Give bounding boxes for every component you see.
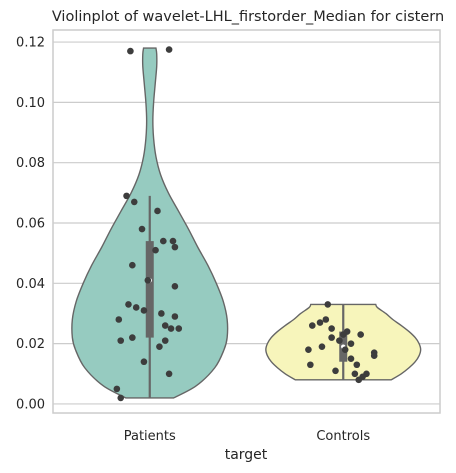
y-tick-label: 0.00 [16,397,45,412]
data-point [129,334,136,341]
data-point [154,207,161,215]
data-point [355,376,363,384]
y-tick-labels: 0.00 0.02 0.04 0.06 0.08 0.10 0.12 [16,36,45,413]
chart-title: Violinplot of wavelet-LHL_firstorder_Med… [52,9,444,25]
data-point [328,334,335,341]
x-axis-title: target [225,447,268,463]
x-tick-label: Patients [124,429,176,444]
data-point [152,246,159,254]
data-point [127,47,134,55]
data-point [332,367,339,375]
data-point [351,370,359,378]
data-point [130,198,138,206]
data-point [144,277,152,284]
y-tick-label: 0.06 [16,217,45,232]
data-point [339,331,347,338]
data-point [308,322,316,329]
data-point [132,304,140,311]
x-tick-label: Controls [316,429,370,444]
data-point [171,313,179,320]
data-point [140,307,148,314]
data-point [165,46,173,53]
data-point [357,331,364,338]
data-point [158,310,165,317]
data-point [117,394,125,402]
y-tick-label: 0.04 [16,277,45,292]
data-point [347,355,355,363]
data-point [123,192,130,200]
data-point [305,346,312,353]
data-point [140,358,148,366]
data-point [169,237,177,245]
data-point [171,243,179,251]
x-tick-labels: Patients Controls [124,429,371,444]
data-point [156,343,163,350]
data-point [341,346,349,353]
data-point [125,301,132,308]
y-tick-label: 0.12 [16,36,45,51]
strip-points [113,46,378,402]
data-point [161,337,169,344]
iqr-bar [145,241,154,338]
data-point [175,325,183,332]
y-tick-label: 0.02 [16,337,45,352]
data-point [307,361,314,369]
data-point [115,316,123,323]
plot-frame [52,29,441,414]
y-tick-label: 0.08 [16,156,45,171]
data-point [113,385,121,393]
data-point [171,283,179,290]
data-point [336,337,343,344]
data-point [117,337,125,344]
data-point [161,322,169,329]
data-point [318,343,326,350]
data-point [347,340,355,347]
data-point [138,225,146,233]
data-point [353,361,361,369]
data-point [324,301,332,308]
data-point [370,352,378,360]
data-point [316,319,324,326]
data-point [159,237,167,245]
y-tick-label: 0.10 [16,96,45,111]
data-point [328,325,335,332]
data-point [167,325,175,332]
data-point [322,316,330,323]
data-point [165,370,173,378]
data-point [129,261,136,269]
